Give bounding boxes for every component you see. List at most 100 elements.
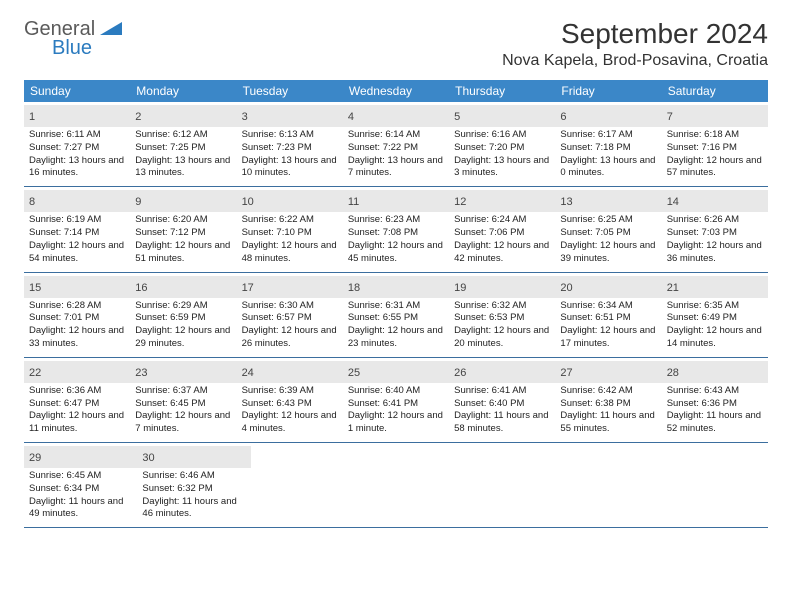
day-number-row: 6	[555, 105, 661, 127]
day-number: 13	[560, 196, 572, 208]
day-cell: 2 Sunrise: 6:12 AMSunset: 7:25 PMDaylight…	[130, 102, 236, 186]
day-cell: 3 Sunrise: 6:13 AMSunset: 7:23 PMDaylight…	[237, 102, 343, 186]
day-cell: 15Sunrise: 6:28 AMSunset: 7:01 PMDayligh…	[24, 273, 130, 357]
day-info: Sunrise: 6:14 AMSunset: 7:22 PMDaylight:…	[348, 129, 444, 180]
day-info: Sunrise: 6:39 AMSunset: 6:43 PMDaylight:…	[242, 385, 338, 436]
day-number: 30	[142, 452, 154, 464]
week-row: 15Sunrise: 6:28 AMSunset: 7:01 PMDayligh…	[24, 273, 768, 358]
day-cell: 26 Sunrise: 6:41 AMSunset: 6:40 PMDayligh…	[449, 358, 555, 442]
day-number: 14	[667, 196, 679, 208]
day-info: Sunrise: 6:24 AMSunset: 7:06 PMDaylight:…	[454, 214, 550, 265]
day-number: 17	[242, 282, 254, 294]
day-number: 21	[667, 282, 679, 294]
day-cell: 19 Sunrise: 6:32 AMSunset: 6:53 PMDayligh…	[449, 273, 555, 357]
day-number: 19	[454, 282, 466, 294]
day-number-row: 22	[24, 361, 130, 383]
day-cell: 24 Sunrise: 6:39 AMSunset: 6:43 PMDayligh…	[237, 358, 343, 442]
day-cell: 8Sunrise: 6:19 AMSunset: 7:14 PMDaylight…	[24, 187, 130, 271]
day-info: Sunrise: 6:35 AMSunset: 6:49 PMDaylight:…	[667, 300, 763, 351]
day-header: Saturday	[662, 80, 768, 102]
day-number: 2	[135, 111, 141, 123]
day-number: 20	[560, 282, 572, 294]
empty-cell	[665, 443, 768, 527]
day-cell: 29Sunrise: 6:45 AMSunset: 6:34 PMDayligh…	[24, 443, 137, 527]
day-number-row: 27	[555, 361, 661, 383]
day-info: Sunrise: 6:20 AMSunset: 7:12 PMDaylight:…	[135, 214, 231, 265]
day-cell: 4Sunrise: 6:14 AMSunset: 7:22 PMDaylight…	[343, 102, 449, 186]
day-cell: 25Sunrise: 6:40 AMSunset: 6:41 PMDayligh…	[343, 358, 449, 442]
day-cell: 7 Sunrise: 6:18 AMSunset: 7:16 PMDaylight…	[662, 102, 768, 186]
logo-triangle-icon	[100, 19, 122, 40]
empty-cell	[561, 443, 664, 527]
day-cell: 22Sunrise: 6:36 AMSunset: 6:47 PMDayligh…	[24, 358, 130, 442]
day-cell: 9 Sunrise: 6:20 AMSunset: 7:12 PMDaylight…	[130, 187, 236, 271]
day-info: Sunrise: 6:32 AMSunset: 6:53 PMDaylight:…	[454, 300, 550, 351]
day-cell: 21 Sunrise: 6:35 AMSunset: 6:49 PMDayligh…	[662, 273, 768, 357]
day-number-row: 26	[449, 361, 555, 383]
day-number-row: 9	[130, 190, 236, 212]
day-header: Tuesday	[237, 80, 343, 102]
day-info: Sunrise: 6:46 AMSunset: 6:32 PMDaylight:…	[142, 470, 245, 521]
day-cell: 27 Sunrise: 6:42 AMSunset: 6:38 PMDayligh…	[555, 358, 661, 442]
location-text: Nova Kapela, Brod-Posavina, Croatia	[502, 52, 768, 70]
day-info: Sunrise: 6:16 AMSunset: 7:20 PMDaylight:…	[454, 129, 550, 180]
day-number-row: 18	[343, 276, 449, 298]
day-info: Sunrise: 6:12 AMSunset: 7:25 PMDaylight:…	[135, 129, 231, 180]
day-number-row: 4	[343, 105, 449, 127]
day-header: Sunday	[24, 80, 130, 102]
day-number: 11	[348, 196, 359, 208]
day-info: Sunrise: 6:37 AMSunset: 6:45 PMDaylight:…	[135, 385, 231, 436]
day-number: 27	[560, 367, 572, 379]
day-number: 12	[454, 196, 466, 208]
week-row: 22Sunrise: 6:36 AMSunset: 6:47 PMDayligh…	[24, 358, 768, 443]
day-number-row: 29	[24, 446, 137, 468]
day-number: 7	[667, 111, 673, 123]
day-number-row: 1	[24, 105, 130, 127]
day-header: Monday	[130, 80, 236, 102]
day-number-row: 16	[130, 276, 236, 298]
day-cell: 17Sunrise: 6:30 AMSunset: 6:57 PMDayligh…	[237, 273, 343, 357]
day-number-row: 21	[662, 276, 768, 298]
day-header: Friday	[555, 80, 661, 102]
day-info: Sunrise: 6:19 AMSunset: 7:14 PMDaylight:…	[29, 214, 125, 265]
day-cell: 30 Sunrise: 6:46 AMSunset: 6:32 PMDayligh…	[137, 443, 250, 527]
week-row: 29Sunrise: 6:45 AMSunset: 6:34 PMDayligh…	[24, 443, 768, 528]
day-number-row: 11	[343, 190, 449, 212]
day-number-row: 8	[24, 190, 130, 212]
day-number: 24	[242, 367, 254, 379]
day-number-row: 25	[343, 361, 449, 383]
empty-cell	[251, 443, 354, 527]
day-info: Sunrise: 6:23 AMSunset: 7:08 PMDaylight:…	[348, 214, 444, 265]
day-number-row: 7	[662, 105, 768, 127]
day-cell: 28Sunrise: 6:43 AMSunset: 6:36 PMDayligh…	[662, 358, 768, 442]
day-info: Sunrise: 6:29 AMSunset: 6:59 PMDaylight:…	[135, 300, 231, 351]
day-cell: 5Sunrise: 6:16 AMSunset: 7:20 PMDaylight…	[449, 102, 555, 186]
day-info: Sunrise: 6:42 AMSunset: 6:38 PMDaylight:…	[560, 385, 656, 436]
day-cell: 18Sunrise: 6:31 AMSunset: 6:55 PMDayligh…	[343, 273, 449, 357]
day-number-row: 5	[449, 105, 555, 127]
day-number: 23	[135, 367, 147, 379]
day-number-row: 19	[449, 276, 555, 298]
day-number: 9	[135, 196, 141, 208]
header: General Blue September 2024 Nova Kapela,…	[24, 18, 768, 70]
day-number-row: 24	[237, 361, 343, 383]
day-cell: 23 Sunrise: 6:37 AMSunset: 6:45 PMDayligh…	[130, 358, 236, 442]
day-headers-row: SundayMondayTuesdayWednesdayThursdayFrid…	[24, 80, 768, 102]
day-cell: 14 Sunrise: 6:26 AMSunset: 7:03 PMDayligh…	[662, 187, 768, 271]
day-number: 26	[454, 367, 466, 379]
empty-cell	[354, 443, 457, 527]
day-number: 3	[242, 111, 248, 123]
day-info: Sunrise: 6:41 AMSunset: 6:40 PMDaylight:…	[454, 385, 550, 436]
day-info: Sunrise: 6:18 AMSunset: 7:16 PMDaylight:…	[667, 129, 763, 180]
day-info: Sunrise: 6:13 AMSunset: 7:23 PMDaylight:…	[242, 129, 338, 180]
day-info: Sunrise: 6:22 AMSunset: 7:10 PMDaylight:…	[242, 214, 338, 265]
day-cell: 12 Sunrise: 6:24 AMSunset: 7:06 PMDayligh…	[449, 187, 555, 271]
day-number: 28	[667, 367, 679, 379]
empty-cell	[458, 443, 561, 527]
day-number-row: 28	[662, 361, 768, 383]
logo: General Blue	[24, 18, 122, 60]
day-number: 22	[29, 367, 41, 379]
day-cell: 13Sunrise: 6:25 AMSunset: 7:05 PMDayligh…	[555, 187, 661, 271]
day-info: Sunrise: 6:26 AMSunset: 7:03 PMDaylight:…	[667, 214, 763, 265]
week-row: 8Sunrise: 6:19 AMSunset: 7:14 PMDaylight…	[24, 187, 768, 272]
